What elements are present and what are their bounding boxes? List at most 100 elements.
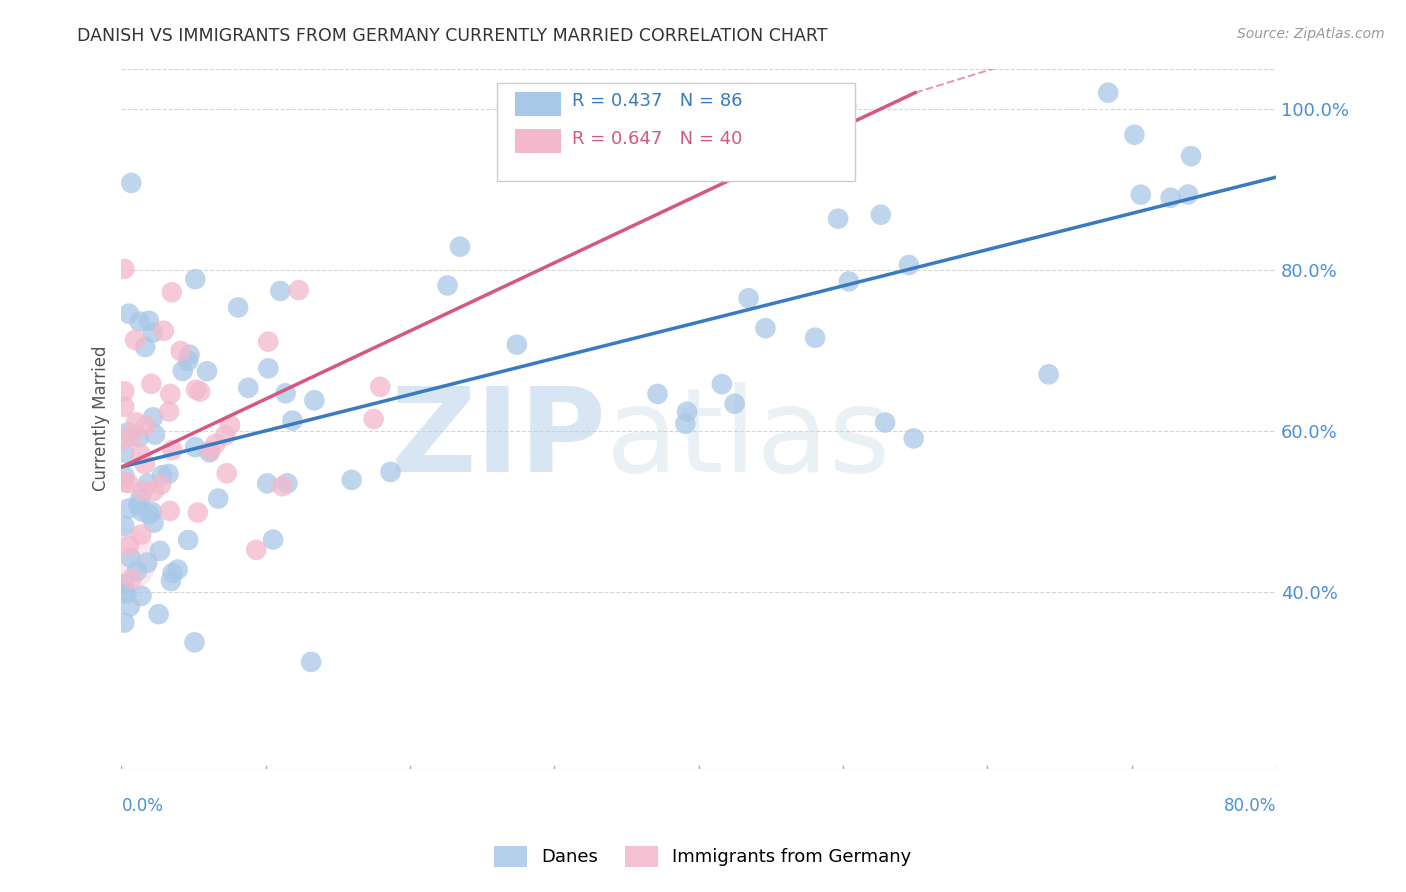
Point: [184, 383, 207, 397]
Point: [160, 574, 183, 588]
Point: [281, 414, 304, 428]
Point: [142, 516, 165, 530]
Point: [166, 562, 188, 576]
Point: [142, 484, 165, 499]
Point: [177, 533, 200, 547]
Point: [120, 550, 142, 565]
Point: [207, 491, 229, 506]
Point: [118, 501, 141, 516]
FancyBboxPatch shape: [515, 129, 561, 153]
Point: [200, 443, 222, 458]
Point: [129, 447, 152, 461]
Point: [143, 427, 166, 442]
FancyBboxPatch shape: [496, 83, 855, 180]
Point: [1097, 86, 1119, 100]
Point: [128, 430, 150, 444]
Point: [118, 307, 141, 321]
Point: [271, 479, 294, 493]
Point: [179, 348, 201, 362]
Point: [159, 504, 181, 518]
Text: 80.0%: 80.0%: [1223, 797, 1277, 815]
Point: [1129, 187, 1152, 202]
Point: [1160, 191, 1182, 205]
Point: [436, 278, 458, 293]
Point: [112, 432, 135, 446]
Point: [129, 492, 152, 507]
Point: [238, 381, 260, 395]
Point: [204, 437, 226, 451]
Point: [127, 499, 149, 513]
Point: [804, 331, 827, 345]
Point: [148, 607, 170, 621]
Point: [257, 334, 280, 349]
Point: [142, 410, 165, 425]
Point: [138, 314, 160, 328]
Point: [215, 467, 238, 481]
Point: [136, 556, 159, 570]
Point: [188, 384, 211, 399]
Point: [304, 393, 326, 408]
Point: [142, 326, 165, 340]
Point: [136, 476, 159, 491]
Point: [157, 404, 180, 418]
Point: [153, 324, 176, 338]
Point: [121, 572, 143, 586]
Text: R = 0.647   N = 40: R = 0.647 N = 40: [572, 129, 742, 147]
Point: [131, 589, 153, 603]
Point: [120, 176, 142, 190]
Point: [134, 340, 156, 354]
Point: [754, 321, 776, 335]
Point: [169, 343, 191, 358]
Point: [1038, 368, 1060, 382]
Point: [198, 445, 221, 459]
Point: [131, 504, 153, 518]
Point: [226, 301, 249, 315]
Point: [125, 564, 148, 578]
Point: [184, 272, 207, 286]
Point: [184, 440, 207, 454]
Point: [269, 284, 291, 298]
Point: [112, 577, 135, 591]
Text: Source: ZipAtlas.com: Source: ZipAtlas.com: [1237, 27, 1385, 41]
Point: [134, 457, 156, 471]
Point: [112, 446, 135, 460]
Text: 0.0%: 0.0%: [121, 797, 163, 815]
Point: [1180, 149, 1202, 163]
Point: [262, 533, 284, 547]
Point: [875, 416, 897, 430]
Point: [219, 418, 242, 433]
Point: [835, 99, 858, 113]
Point: [172, 364, 194, 378]
Point: [506, 337, 529, 351]
Point: [141, 376, 163, 391]
Point: [737, 291, 759, 305]
Text: DANISH VS IMMIGRANTS FROM GERMANY CURRENTLY MARRIED CORRELATION CHART: DANISH VS IMMIGRANTS FROM GERMANY CURREN…: [77, 27, 828, 45]
Point: [257, 361, 280, 376]
Point: [195, 364, 218, 378]
Point: [183, 635, 205, 649]
Point: [245, 542, 267, 557]
Point: [449, 240, 471, 254]
Point: [129, 527, 152, 541]
Point: [256, 476, 278, 491]
Point: [214, 428, 236, 442]
Point: [132, 483, 155, 498]
Point: [118, 599, 141, 614]
Point: [287, 283, 309, 297]
Point: [157, 467, 180, 481]
Point: [112, 469, 135, 483]
Text: atlas: atlas: [606, 383, 891, 497]
Point: [112, 384, 135, 399]
Point: [112, 615, 135, 630]
Point: [117, 425, 139, 440]
Point: [128, 314, 150, 328]
Point: [159, 387, 181, 401]
Point: [299, 655, 322, 669]
Point: [903, 431, 925, 445]
Point: [124, 333, 146, 347]
Point: [1123, 128, 1146, 142]
Point: [692, 158, 714, 172]
Point: [647, 387, 669, 401]
Point: [112, 518, 135, 533]
Point: [125, 415, 148, 429]
